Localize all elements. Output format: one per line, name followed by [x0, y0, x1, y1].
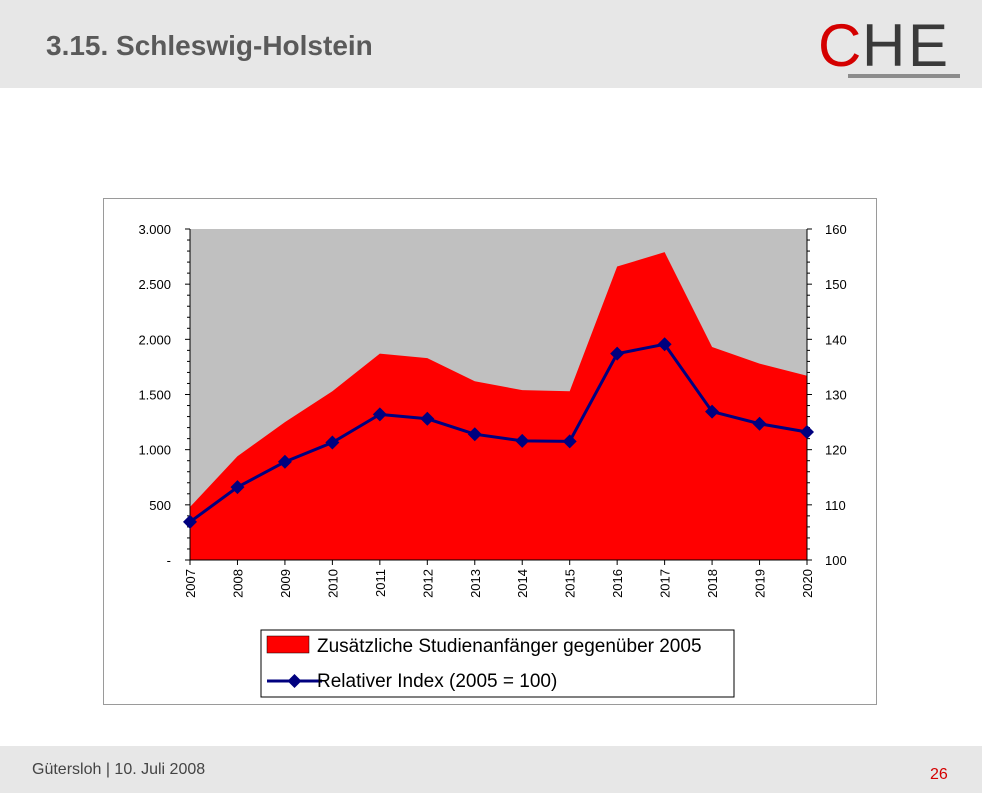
legend-marker — [287, 674, 302, 688]
x-tick-label: 2010 — [325, 569, 340, 598]
line-marker — [705, 404, 720, 419]
right-axis: 100 110 120 130 140 150 160 — [806, 222, 847, 568]
slide-title: 3.15. Schleswig-Holstein — [46, 30, 373, 61]
left-tick-label: 500 — [149, 498, 171, 513]
x-tick-label: 2013 — [468, 569, 483, 598]
legend-swatch-area — [266, 635, 310, 654]
line-marker — [277, 454, 292, 469]
line-series-relativer-index — [189, 342, 808, 524]
page-number: 26 — [930, 766, 948, 783]
line-marker — [515, 433, 530, 448]
legend-label-area: Zusätzliche Studienanfänger gegenüber 20… — [317, 636, 702, 657]
left-tick-label: 1.500 — [138, 388, 171, 403]
x-tick-label: 2020 — [800, 569, 815, 598]
line-marker — [230, 480, 245, 495]
left-tick-label: - — [167, 553, 171, 568]
che-logo: C H E — [818, 12, 960, 79]
line-marker — [420, 411, 435, 426]
chart-frame: -500 1.000 1.500 2.000 2.500 3.000 100 110 120 1… — [103, 198, 877, 705]
legend-box — [260, 629, 735, 698]
x-tick-label: 2011 — [373, 569, 388, 597]
x-tick-label: 2009 — [278, 569, 293, 598]
line-marker — [325, 435, 340, 450]
x-tick-label: 2008 — [230, 569, 245, 598]
right-tick-label: 120 — [825, 443, 847, 458]
header-band — [0, 0, 982, 88]
x-tick-label: 2016 — [610, 569, 625, 598]
logo-letter-e: E — [908, 12, 948, 79]
legend-label-line: Relativer Index (2005 = 100) — [317, 671, 557, 692]
x-tick-label: 2018 — [705, 569, 720, 598]
x-tick-label: 2017 — [658, 569, 673, 598]
x-tick-label: 2012 — [420, 569, 435, 598]
area-series-studienanfaenger — [190, 252, 807, 561]
left-tick-label: 2.500 — [138, 277, 171, 292]
line-marker — [372, 407, 387, 422]
right-tick-label: 110 — [825, 498, 846, 513]
left-tick-label: 2.000 — [138, 332, 171, 347]
x-tick-label: 2014 — [515, 569, 530, 598]
x-axis: 2007 2008 2009 2010 2011 2012 2013 2014 2015 2016… — [183, 559, 815, 598]
line-marker — [562, 434, 577, 449]
left-tick-label: 3.000 — [138, 222, 171, 237]
right-tick-label: 160 — [825, 222, 847, 237]
x-tick-label: 2007 — [183, 569, 198, 598]
right-tick-label: 140 — [825, 332, 847, 347]
line-marker — [657, 337, 672, 352]
line-markers — [183, 337, 814, 529]
left-tick-label: 1.000 — [138, 443, 171, 458]
line-marker — [800, 425, 814, 440]
logo-underline — [848, 74, 960, 78]
left-axis: - 500 1.000 1.500 2.000 2.500 3.000 — [138, 222, 191, 568]
footer-band — [0, 746, 982, 793]
right-tick-label: 150 — [825, 277, 847, 292]
logo-letters-he: H — [862, 12, 905, 79]
logo-letter-c: C — [818, 12, 861, 79]
right-tick-label: 100 — [825, 553, 847, 568]
footer-text: Gütersloh | 10. Juli 2008 — [32, 761, 206, 778]
right-tick-label: 130 — [825, 388, 847, 403]
line-marker — [183, 514, 197, 529]
line-marker — [610, 346, 625, 361]
x-tick-label: 2019 — [753, 569, 768, 598]
line-marker — [752, 416, 767, 431]
legend: Zusätzliche Studienanfänger gegenüber 20… — [260, 629, 735, 698]
x-tick-label: 2015 — [563, 569, 578, 598]
line-marker — [467, 427, 482, 442]
